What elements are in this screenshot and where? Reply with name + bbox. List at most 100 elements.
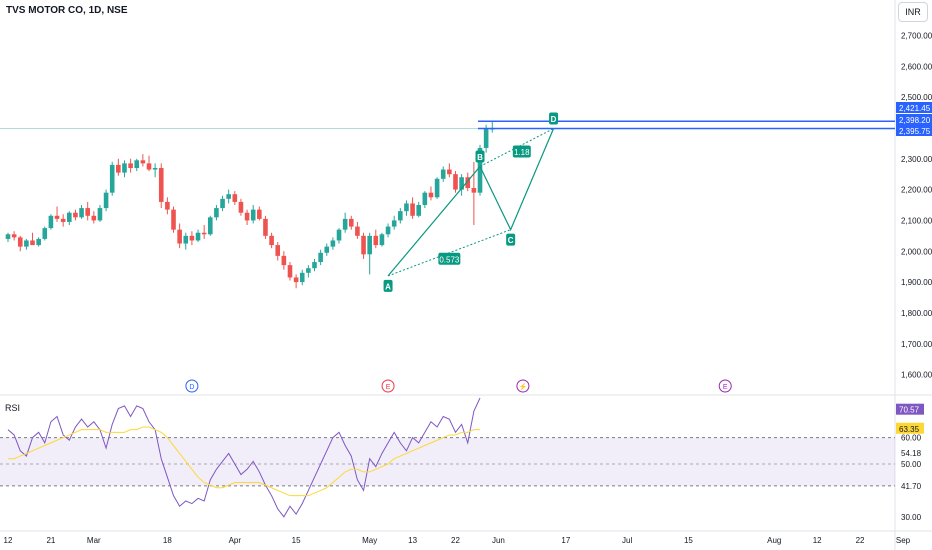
pattern-point-a-box [383,279,393,292]
time-tick-label: 12 [813,536,822,545]
price-label-box [896,114,932,125]
candle-body [385,226,391,235]
time-tick-label: 18 [163,536,172,545]
ratio-bd-label: 1.18 [514,148,530,157]
pattern-point-a-label: A [385,282,391,291]
candle-body [214,208,219,218]
rsi-line [7,397,481,518]
time-tick-label: 15 [684,536,693,545]
candle-body [299,272,305,283]
candle-body [177,229,182,244]
candle-body [140,160,146,164]
event-marker-letter: D [189,384,194,391]
candle-body [48,215,54,229]
candle-body [54,215,60,219]
candle-body [134,160,140,168]
ratio-ac-box [438,252,461,265]
time-tick-label: 12 [4,536,13,545]
candle-body [428,192,434,198]
candle-body [263,218,268,236]
candle-body [336,229,342,241]
event-marker-letter: E [386,384,391,391]
event-marker-split[interactable] [516,379,530,393]
rsi-ma-box [896,422,924,434]
price-tick-label: 2,000.00 [901,247,932,256]
candle-body [165,201,170,210]
time-tick-label: 17 [561,536,570,545]
candle-body [158,168,164,202]
pattern-point-d-label: D [551,115,557,124]
candle-body [109,164,115,193]
candle-body [85,208,90,216]
candle-body [146,163,152,170]
candle-body [30,240,35,246]
candle-body [391,220,397,227]
time-tick-label: 13 [408,536,417,545]
price-tick-label: 2,300.00 [901,155,932,164]
candle-body [269,235,274,246]
candle-body [116,164,121,173]
event-marker-dividend[interactable] [185,379,199,393]
candle-body [348,218,354,227]
candle-body [477,147,483,193]
candle-body [257,209,262,219]
candle-body [67,212,72,222]
candle-body [483,128,489,148]
candle-body [36,238,41,246]
rsi-title: RSI [5,403,20,413]
candle-body [238,201,244,213]
candle-body [79,208,84,218]
candle-body [330,240,336,247]
price-label-box [896,102,932,113]
candle-body [465,177,471,189]
chart-title: TVS MOTOR CO, 1D, NSE [6,5,128,16]
rsi-ma-line [8,426,481,497]
candle-body [171,209,176,230]
candle-body [422,192,428,205]
candle-body [434,178,440,198]
time-tick-label: 15 [292,536,301,545]
time-tick-label: 22 [451,536,460,545]
candle-body [318,252,323,263]
candle-body [398,211,403,221]
candle-body [11,234,17,238]
price-tick-label: 1,900.00 [901,278,932,287]
rsi-tick-label: 50.00 [901,460,922,469]
price-label: 2,421.45 [899,104,931,113]
candle-body [459,177,464,190]
rsi-current-box [896,403,924,415]
candle-body [152,168,158,170]
candle-body [306,268,311,273]
candle-body [440,169,446,179]
price-tick-label: 1,600.00 [901,371,932,380]
candle-body [410,203,415,216]
event-marker-earnings[interactable] [718,379,732,393]
event-marker-earnings[interactable] [381,379,395,393]
rsi-tick-label: 60.00 [901,434,922,443]
ratio-bd-box [512,145,531,158]
rsi-tick-label: 41.70 [901,482,922,491]
price-label: 2,395.75 [899,127,931,136]
pattern-point-c-box [506,233,516,246]
rsi-band-fill [0,437,895,486]
candle-body [312,262,317,269]
pattern-point-c-label: C [508,236,514,245]
candle-body [91,215,97,221]
price-tick-label: 2,200.00 [901,186,932,195]
pattern-point-d-box [549,112,559,125]
price-tick-label: 1,700.00 [901,340,932,349]
candle-body [361,235,366,255]
candle-body [195,232,201,241]
price-label: 2,398.20 [899,116,931,125]
pattern-point-b-box [475,150,485,163]
candle-body [128,163,133,168]
candle-body [97,208,103,221]
candle-body [201,232,207,235]
candle-body [447,169,452,175]
currency-selector[interactable]: INR [898,2,928,22]
candle-body [73,212,78,218]
candle-body [342,218,348,230]
time-tick-label: 22 [856,536,865,545]
